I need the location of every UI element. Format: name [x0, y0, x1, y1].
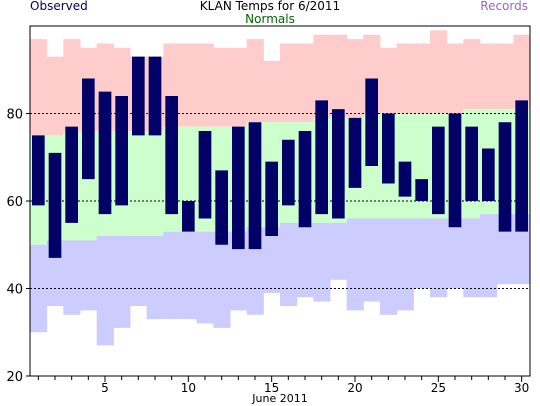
record-high-band [263, 61, 281, 123]
record-low-band [380, 218, 398, 315]
normal-band [130, 131, 148, 236]
record-high-band [396, 43, 414, 114]
legend-records: Records [480, 0, 528, 13]
record-low-band [446, 218, 464, 289]
record-low-band [463, 218, 481, 298]
record-high-band [430, 30, 448, 114]
observed-bar [348, 117, 362, 188]
record-high-band [413, 43, 431, 114]
record-high-band [280, 43, 298, 123]
record-high-band [246, 39, 264, 123]
record-low-band [396, 218, 414, 311]
observed-bar [298, 131, 312, 228]
legend-normals: Normals [245, 12, 295, 26]
normal-band [146, 131, 164, 236]
observed-bar [32, 135, 45, 206]
record-low-band [113, 236, 131, 328]
record-low-band [180, 231, 198, 320]
record-low-band [413, 218, 431, 289]
y-tick-label: 60 [6, 195, 23, 210]
observed-bar [482, 148, 495, 201]
record-low-band [63, 240, 81, 315]
observed-bar [198, 131, 212, 219]
normal-band [413, 113, 431, 219]
observed-bar [232, 126, 245, 250]
observed-bar [115, 96, 128, 206]
observed-bar [182, 201, 195, 232]
record-high-band [30, 39, 48, 136]
record-high-band [346, 39, 364, 118]
record-low-band [196, 231, 214, 324]
observed-bar [265, 161, 278, 236]
observed-bar [432, 126, 445, 215]
record-high-band [496, 43, 514, 110]
record-low-band [330, 222, 348, 280]
observed-bar [98, 91, 112, 215]
x-tick-label: 15 [264, 381, 279, 395]
observed-bar [365, 78, 378, 166]
record-high-band [46, 56, 64, 136]
x-tick-label: 5 [101, 381, 109, 395]
observed-bar [48, 152, 62, 258]
record-low-band [346, 218, 364, 311]
y-tick-label: 20 [6, 370, 23, 385]
record-high-band [446, 43, 464, 114]
observed-bar [315, 100, 328, 215]
record-high-band [296, 43, 314, 123]
observed-bar [65, 126, 78, 223]
observed-bar [498, 122, 512, 232]
record-high-band [330, 34, 348, 118]
observed-bar [132, 56, 145, 136]
observed-bar [382, 113, 395, 184]
observed-bar [148, 56, 162, 136]
record-low-band [163, 231, 181, 320]
observed-bar [165, 96, 178, 215]
observed-bar [398, 161, 412, 197]
record-low-band [363, 218, 381, 302]
record-high-band [213, 47, 231, 127]
record-low-band [313, 222, 331, 302]
record-high-band [196, 43, 214, 127]
record-high-band [513, 34, 531, 110]
y-tick-label: 80 [6, 108, 23, 123]
observed-bar [248, 122, 262, 250]
record-low-band [130, 236, 148, 306]
record-low-band [213, 231, 231, 328]
x-tick-label: 25 [431, 381, 446, 395]
record-low-band [146, 236, 164, 320]
observed-bar [332, 109, 345, 219]
record-low-band [430, 218, 448, 298]
record-high-band [463, 39, 481, 110]
record-low-band [230, 231, 248, 311]
record-low-band [296, 222, 314, 298]
x-tick-label: 30 [514, 381, 529, 395]
record-low-band [96, 236, 114, 346]
record-high-band [480, 43, 498, 110]
observed-bar [82, 78, 95, 180]
observed-bar [282, 139, 295, 206]
record-high-band [180, 43, 198, 127]
record-low-band [280, 222, 298, 306]
record-high-band [380, 47, 398, 114]
x-axis-label: June 2011 [251, 392, 307, 405]
x-tick-label: 20 [347, 381, 362, 395]
observed-bar [415, 179, 428, 201]
legend-observed: Observed [30, 0, 88, 13]
x-tick-label: 10 [181, 381, 196, 395]
chart-title: KLAN Temps for 6/2011 [199, 0, 341, 13]
record-low-band [480, 214, 498, 298]
record-high-band [63, 39, 81, 131]
record-high-band [230, 47, 248, 127]
observed-bar [465, 126, 478, 201]
observed-bar [515, 100, 528, 232]
record-high-band [313, 34, 331, 118]
y-tick-label: 40 [6, 283, 23, 298]
record-low-band [80, 240, 98, 311]
observed-bar [448, 113, 462, 228]
record-low-band [263, 227, 281, 293]
observed-bar [215, 170, 228, 245]
